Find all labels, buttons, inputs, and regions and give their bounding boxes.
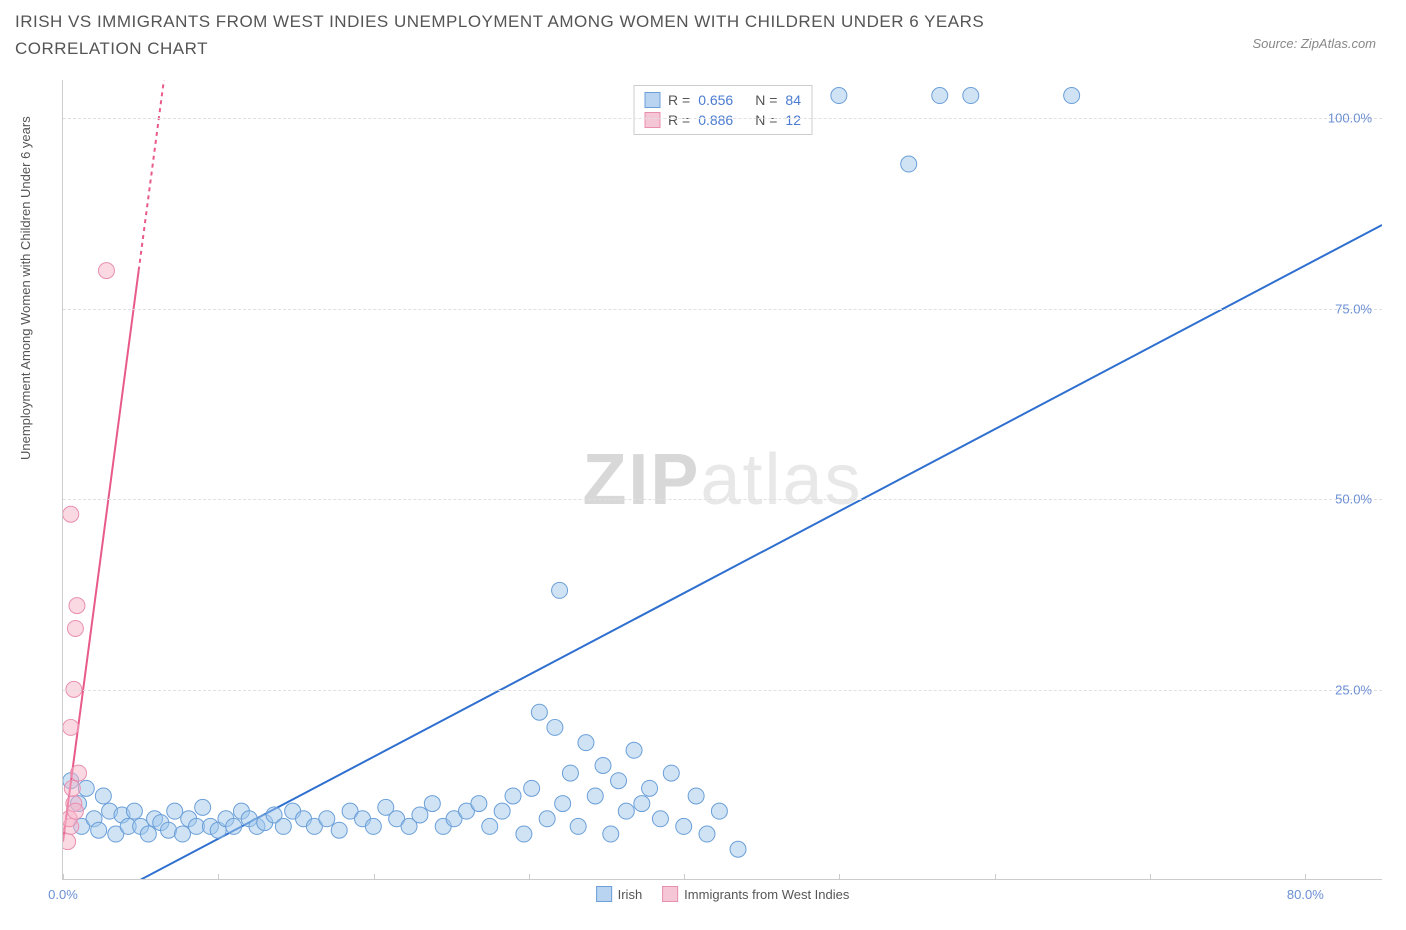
- correlation-legend-row: R = 0.656 N = 84: [644, 90, 801, 110]
- correlation-legend: R = 0.656 N = 84 R = 0.886 N = 12: [633, 85, 812, 135]
- legend-n-value: 12: [785, 112, 801, 128]
- series-legend-item: Irish: [596, 886, 643, 902]
- y-axis-label: Unemployment Among Women with Children U…: [18, 116, 33, 460]
- legend-r-value: 0.656: [698, 92, 733, 108]
- gridline: [63, 309, 1382, 310]
- legend-swatch-icon: [644, 92, 660, 108]
- chart-plot-area: ZIPatlas R = 0.656 N = 84 R = 0.886 N = …: [62, 80, 1382, 880]
- legend-n-label: N =: [755, 112, 777, 128]
- series-legend-label: Irish: [618, 887, 643, 902]
- y-tick-label: 25.0%: [1335, 682, 1372, 697]
- legend-swatch-icon: [596, 886, 612, 902]
- x-axis-line: [63, 879, 1382, 880]
- legend-r-label: R =: [668, 92, 690, 108]
- x-tick: [529, 874, 530, 880]
- legend-r-label: R =: [668, 112, 690, 128]
- legend-swatch-icon: [644, 112, 660, 128]
- legend-r-value: 0.886: [698, 112, 733, 128]
- legend-n-value: 84: [785, 92, 801, 108]
- x-tick: [995, 874, 996, 880]
- x-tick: [839, 874, 840, 880]
- series-legend-item: Immigrants from West Indies: [662, 886, 849, 902]
- gridline: [63, 690, 1382, 691]
- gridline: [63, 499, 1382, 500]
- legend-n-label: N =: [755, 92, 777, 108]
- y-tick-label: 75.0%: [1335, 301, 1372, 316]
- x-tick: [684, 874, 685, 880]
- series-legend-label: Immigrants from West Indies: [684, 887, 849, 902]
- x-tick: [63, 874, 64, 880]
- scatter-plot-svg: [63, 80, 1382, 880]
- correlation-legend-row: R = 0.886 N = 12: [644, 110, 801, 130]
- x-tick: [1150, 874, 1151, 880]
- x-tick: [1305, 874, 1306, 880]
- series-legend: Irish Immigrants from West Indies: [596, 886, 850, 902]
- x-tick: [218, 874, 219, 880]
- x-tick-label: 80.0%: [1287, 887, 1324, 902]
- x-tick: [374, 874, 375, 880]
- source-credit: Source: ZipAtlas.com: [1252, 36, 1376, 51]
- legend-swatch-icon: [662, 886, 678, 902]
- x-tick-label: 0.0%: [48, 887, 78, 902]
- gridline: [63, 118, 1382, 119]
- y-tick-label: 100.0%: [1328, 111, 1372, 126]
- y-tick-label: 50.0%: [1335, 492, 1372, 507]
- chart-title: IRISH VS IMMIGRANTS FROM WEST INDIES UNE…: [15, 8, 1115, 62]
